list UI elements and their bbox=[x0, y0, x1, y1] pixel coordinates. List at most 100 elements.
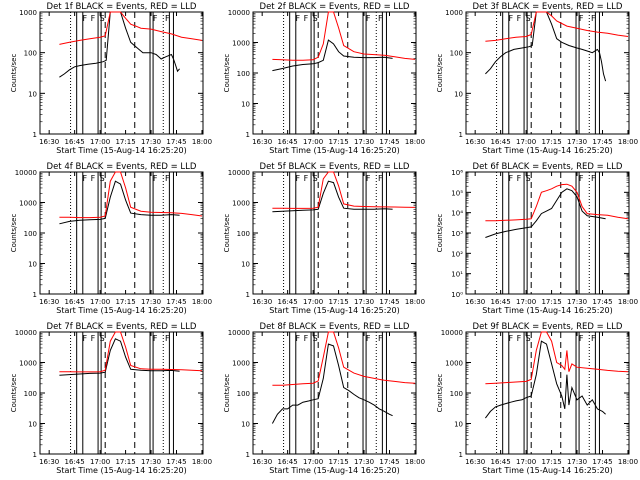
x-tick-label: 16:45 bbox=[491, 298, 511, 306]
y-tick-label: 10⁴ bbox=[451, 210, 463, 218]
y-tick-label: 10 bbox=[28, 421, 37, 429]
flag-label: F bbox=[591, 14, 596, 23]
y-axis-label: Counts/sec bbox=[10, 214, 18, 253]
y-tick-label: 10 bbox=[454, 421, 463, 429]
x-tick-label: 18:00 bbox=[405, 138, 425, 146]
flag-label: F bbox=[509, 334, 514, 343]
x-tick-label: 17:15 bbox=[541, 298, 561, 306]
series-line-lld bbox=[59, 331, 203, 373]
y-tick-label: 1000 bbox=[232, 200, 250, 208]
flag-label: F bbox=[378, 174, 383, 183]
x-tick-label: 17:30 bbox=[567, 458, 587, 466]
panel-2: Det 2f BLACK = Events, RED = LLD 16:30 16:… bbox=[223, 2, 425, 155]
x-tick-label: 16:30 bbox=[465, 458, 485, 466]
series-line-events bbox=[59, 180, 180, 225]
series-line-lld bbox=[485, 11, 629, 42]
x-tick-label: 17:30 bbox=[354, 298, 374, 306]
flag-label: S bbox=[313, 174, 318, 183]
y-tick-label: 10 bbox=[454, 90, 463, 98]
y-tick-label: 1 bbox=[33, 291, 37, 299]
y-tick-label: 1000 bbox=[19, 200, 37, 208]
flag-label: F bbox=[517, 334, 522, 343]
y-tick-label: 10³ bbox=[451, 230, 463, 238]
flag-label: F bbox=[366, 334, 371, 343]
x-tick-label: 16:45 bbox=[278, 138, 298, 146]
panel-7: Det 7f BLACK = Events, RED = LLD 16:30 16:… bbox=[10, 322, 212, 475]
x-tick-label: 17:45 bbox=[592, 138, 612, 146]
y-tick-label: 1 bbox=[246, 291, 250, 299]
y-axis-label: Counts/sec bbox=[223, 214, 231, 253]
x-tick-label: 16:45 bbox=[491, 138, 511, 146]
x-tick-label: 17:00 bbox=[303, 138, 323, 146]
flag-label: S bbox=[313, 334, 318, 343]
panel-title: Det 2f BLACK = Events, RED = LLD bbox=[260, 2, 410, 12]
y-axis-label: Counts/sec bbox=[223, 374, 231, 413]
x-tick-label: 18:00 bbox=[618, 458, 638, 466]
x-axis-label: Start Time (15-Aug-14 16:25:20) bbox=[56, 466, 187, 475]
x-tick-label: 17:15 bbox=[115, 298, 135, 306]
flag-label: F bbox=[517, 174, 522, 183]
y-tick-label: 1000 bbox=[445, 360, 463, 368]
flag-label: F bbox=[579, 174, 584, 183]
y-tick-label: 10 bbox=[28, 90, 37, 98]
panel-title: Det 1f BLACK = Events, RED = LLD bbox=[47, 2, 197, 12]
flag-label: S bbox=[526, 334, 531, 343]
x-tick-label: 17:45 bbox=[166, 298, 186, 306]
series-line-events bbox=[59, 11, 180, 78]
plot-frame bbox=[39, 171, 204, 295]
x-tick-label: 16:30 bbox=[39, 138, 59, 146]
panel-title: Det 4f BLACK = Events, RED = LLD bbox=[47, 162, 197, 172]
panel-8: Det 8f BLACK = Events, RED = LLD 16:30 16:… bbox=[223, 322, 425, 475]
flag-label: F bbox=[153, 174, 158, 183]
y-tick-label: 1 bbox=[459, 451, 463, 459]
x-tick-label: 18:00 bbox=[192, 298, 212, 306]
x-tick-label: 16:45 bbox=[278, 298, 298, 306]
x-tick-label: 16:45 bbox=[65, 458, 85, 466]
y-tick-label: 1 bbox=[33, 451, 37, 459]
x-tick-label: 17:15 bbox=[541, 138, 561, 146]
x-axis-label: Start Time (15-Aug-14 16:25:20) bbox=[482, 306, 613, 315]
series-line-lld bbox=[485, 331, 629, 385]
x-tick-label: 16:30 bbox=[252, 138, 272, 146]
flag-label: F bbox=[591, 174, 596, 183]
x-tick-label: 17:30 bbox=[141, 138, 161, 146]
flag-label: S bbox=[526, 174, 531, 183]
flag-label: F bbox=[579, 334, 584, 343]
y-axis-label: Counts/sec bbox=[223, 54, 231, 93]
x-tick-label: 17:15 bbox=[328, 298, 348, 306]
y-tick-label: 10¹ bbox=[451, 271, 463, 279]
x-tick-label: 17:45 bbox=[379, 298, 399, 306]
flag-label: F bbox=[91, 174, 96, 183]
x-tick-label: 16:30 bbox=[39, 298, 59, 306]
flag-label: S bbox=[100, 334, 105, 343]
x-tick-label: 17:00 bbox=[516, 458, 536, 466]
flag-label: F bbox=[153, 334, 158, 343]
flag-label: F bbox=[296, 14, 301, 23]
x-tick-label: 16:45 bbox=[491, 458, 511, 466]
x-tick-label: 17:30 bbox=[567, 298, 587, 306]
y-tick-label: 100 bbox=[24, 50, 37, 58]
panel-1: Det 1f BLACK = Events, RED = LLD 16:30 16:… bbox=[10, 2, 212, 155]
flag-label: F bbox=[304, 14, 309, 23]
series-line-lld bbox=[272, 11, 416, 61]
x-tick-label: 17:45 bbox=[166, 458, 186, 466]
flag-label: F bbox=[304, 174, 309, 183]
flag-label: S bbox=[526, 14, 531, 23]
flag-label: F bbox=[591, 334, 596, 343]
panel-title: Det 6f BLACK = Events, RED = LLD bbox=[473, 162, 623, 172]
x-tick-label: 16:30 bbox=[39, 458, 59, 466]
flag-label: F bbox=[366, 14, 371, 23]
flag-label: S bbox=[100, 174, 105, 183]
flag-label: F bbox=[153, 14, 158, 23]
x-tick-label: 18:00 bbox=[405, 298, 425, 306]
flag-label: F bbox=[296, 174, 301, 183]
series-line-lld bbox=[59, 171, 203, 219]
y-axis-label: Counts/sec bbox=[436, 54, 444, 93]
flag-label: F bbox=[165, 334, 170, 343]
x-tick-label: 17:45 bbox=[592, 458, 612, 466]
panel-9: Det 9f BLACK = Events, RED = LLD 16:30 16:… bbox=[436, 322, 638, 475]
x-tick-label: 17:45 bbox=[166, 138, 186, 146]
y-tick-label: 1000 bbox=[445, 9, 463, 17]
flag-label: F bbox=[165, 174, 170, 183]
panel-title: Det 7f BLACK = Events, RED = LLD bbox=[47, 322, 197, 332]
